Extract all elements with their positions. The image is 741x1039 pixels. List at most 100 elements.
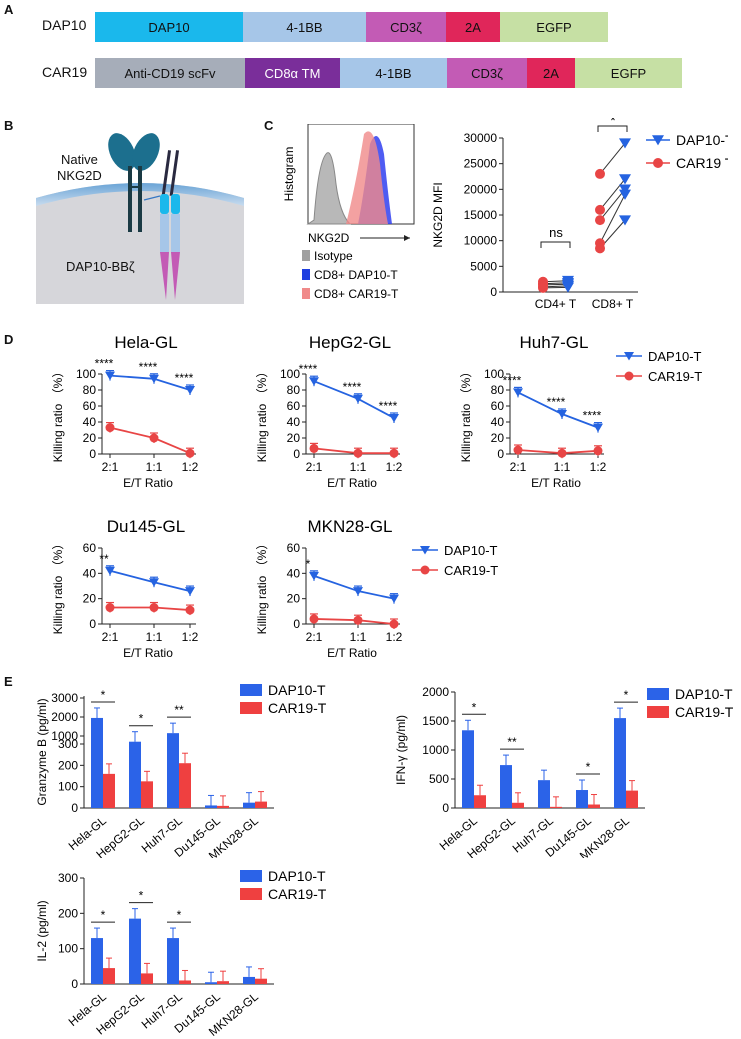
- y-tick-label: 80: [287, 383, 301, 397]
- bar-car19: [217, 805, 229, 808]
- mfi-y-tick-label: 25000: [464, 157, 498, 171]
- mfi-y-tick-label: 5000: [470, 259, 497, 273]
- seg-cd8tm: CD8α TM: [245, 58, 340, 88]
- y-tick-label: 200: [58, 906, 78, 920]
- hist-isotype: [306, 152, 352, 225]
- native-label-line2: NKG2D: [57, 168, 102, 183]
- point-car19: [309, 614, 319, 624]
- legend-marker-car19: [624, 371, 634, 381]
- legend-car19: CD8+ CAR19-T: [314, 287, 399, 301]
- hist-xlabel: NKG2D: [308, 231, 350, 245]
- bar-car19: [626, 790, 638, 808]
- point-car19: [105, 423, 115, 433]
- significance-label: **: [174, 703, 184, 717]
- chart-du145-gl: Du145-GL 0 20 40 60 2:1 1:1 1:2 E/T Ratio Killing…: [51, 517, 199, 660]
- native-label-line1: Native: [60, 152, 98, 167]
- point-dap10: [105, 566, 115, 576]
- bar-car19: [179, 763, 191, 808]
- significance-label: ****: [175, 371, 194, 385]
- significance-label: ****: [547, 395, 566, 409]
- significance-label: **: [99, 552, 109, 566]
- mfi-pair-line: [599, 142, 626, 175]
- y-tick-label: 500: [429, 772, 449, 786]
- bar-dap10: [91, 717, 103, 808]
- seg-egfp: EGFP: [575, 58, 682, 88]
- mfi-y-tick-label: 20000: [464, 182, 498, 196]
- y-axis-label: IFN-γ (pg/ml): [394, 715, 408, 785]
- y-tick-label: 40: [83, 566, 97, 580]
- panel-letter-b: B: [4, 118, 14, 133]
- y-axis-label: Killing ratio （%）: [255, 538, 269, 635]
- mfi-sig-bracket-cd4: [540, 241, 571, 248]
- y-tick-label: 100: [58, 942, 78, 956]
- y-tick-label: 300: [58, 737, 78, 751]
- bar-car19: [217, 981, 229, 984]
- y-tick-label: 100: [484, 367, 504, 381]
- bar-dap10: [462, 730, 474, 808]
- seg-41bb: 4-1BB: [340, 58, 447, 88]
- bar-dap10: [243, 976, 255, 984]
- legend-swatch-dap10: [302, 269, 310, 280]
- y-tick-label: 0: [293, 617, 300, 631]
- legend-marker-dap10: [624, 352, 634, 361]
- bar-dap10: [500, 765, 512, 808]
- y-tick-label: 20: [83, 431, 97, 445]
- y-tick-label: 0: [497, 447, 504, 461]
- y-tick-label: 20: [287, 592, 301, 606]
- panel-letter-e: E: [4, 674, 13, 689]
- bar-dap10: [167, 733, 179, 808]
- mfi-point-dap10: [619, 174, 631, 185]
- significance-label: *: [472, 700, 477, 714]
- chart-title: Hela-GL: [114, 333, 177, 352]
- x-tick-label: 1:2: [386, 630, 403, 644]
- x-tick-label: 1:2: [182, 460, 199, 474]
- y-tick-label: 100: [58, 780, 78, 794]
- bar-car19: [512, 802, 524, 808]
- y-tick-label: 40: [287, 566, 301, 580]
- legend-marker-car19: [420, 565, 430, 575]
- y-tick-label: 200: [58, 758, 78, 772]
- point-dap10: [105, 371, 115, 381]
- construct-label-dap10: DAP10: [42, 17, 87, 33]
- point-car19: [557, 448, 567, 458]
- point-car19: [149, 433, 159, 443]
- y-tick-label: 20: [491, 431, 505, 445]
- point-dap10: [353, 394, 363, 404]
- point-car19: [353, 615, 363, 625]
- x-axis-label: E/T Ratio: [327, 646, 377, 660]
- bar-dap10: [91, 938, 103, 984]
- y-tick-label: 0: [71, 801, 78, 815]
- y-tick-label: 60: [491, 399, 505, 413]
- hist-ylabel: Histogram: [282, 147, 296, 202]
- x-axis-label: E/T Ratio: [123, 476, 173, 490]
- y-tick-label: 40: [83, 415, 97, 429]
- y-tick-label: 0: [89, 617, 96, 631]
- bar-dap10: [243, 802, 255, 808]
- y-tick-label: 2000: [422, 685, 449, 699]
- y-tick-label: 2000: [51, 710, 78, 724]
- y-tick-label: 60: [83, 399, 97, 413]
- mfi-pair-line: [599, 194, 626, 244]
- point-dap10: [309, 571, 319, 581]
- point-car19: [593, 446, 603, 456]
- significance-label: ****: [95, 357, 114, 371]
- bar-car19: [474, 795, 486, 808]
- mfi-y-tick-label: 30000: [464, 131, 498, 145]
- chart-title: HepG2-GL: [309, 333, 391, 352]
- bar-dap10: [167, 938, 179, 984]
- seg-cd3z: CD3ζ: [447, 58, 527, 88]
- bar-car19: [103, 968, 115, 984]
- series-line-car19: [109, 426, 191, 455]
- hist-x-arrowhead: [404, 235, 410, 241]
- y-axis-label: IL-2 (pg/ml): [35, 900, 49, 961]
- panel-letter-d: D: [4, 332, 14, 347]
- bar-car19: [141, 781, 153, 808]
- x-tick-label: 1:1: [554, 460, 571, 474]
- bar-dap10: [129, 741, 141, 808]
- cell-body: [36, 183, 244, 304]
- chart-granzyme-b: 1000 2000 3000 0 100 200 300 Granzyme B (pg/ml)…: [35, 682, 327, 858]
- point-dap10: [185, 587, 195, 596]
- legend-swatch-isotype: [302, 250, 310, 261]
- significance-label: *: [139, 712, 144, 726]
